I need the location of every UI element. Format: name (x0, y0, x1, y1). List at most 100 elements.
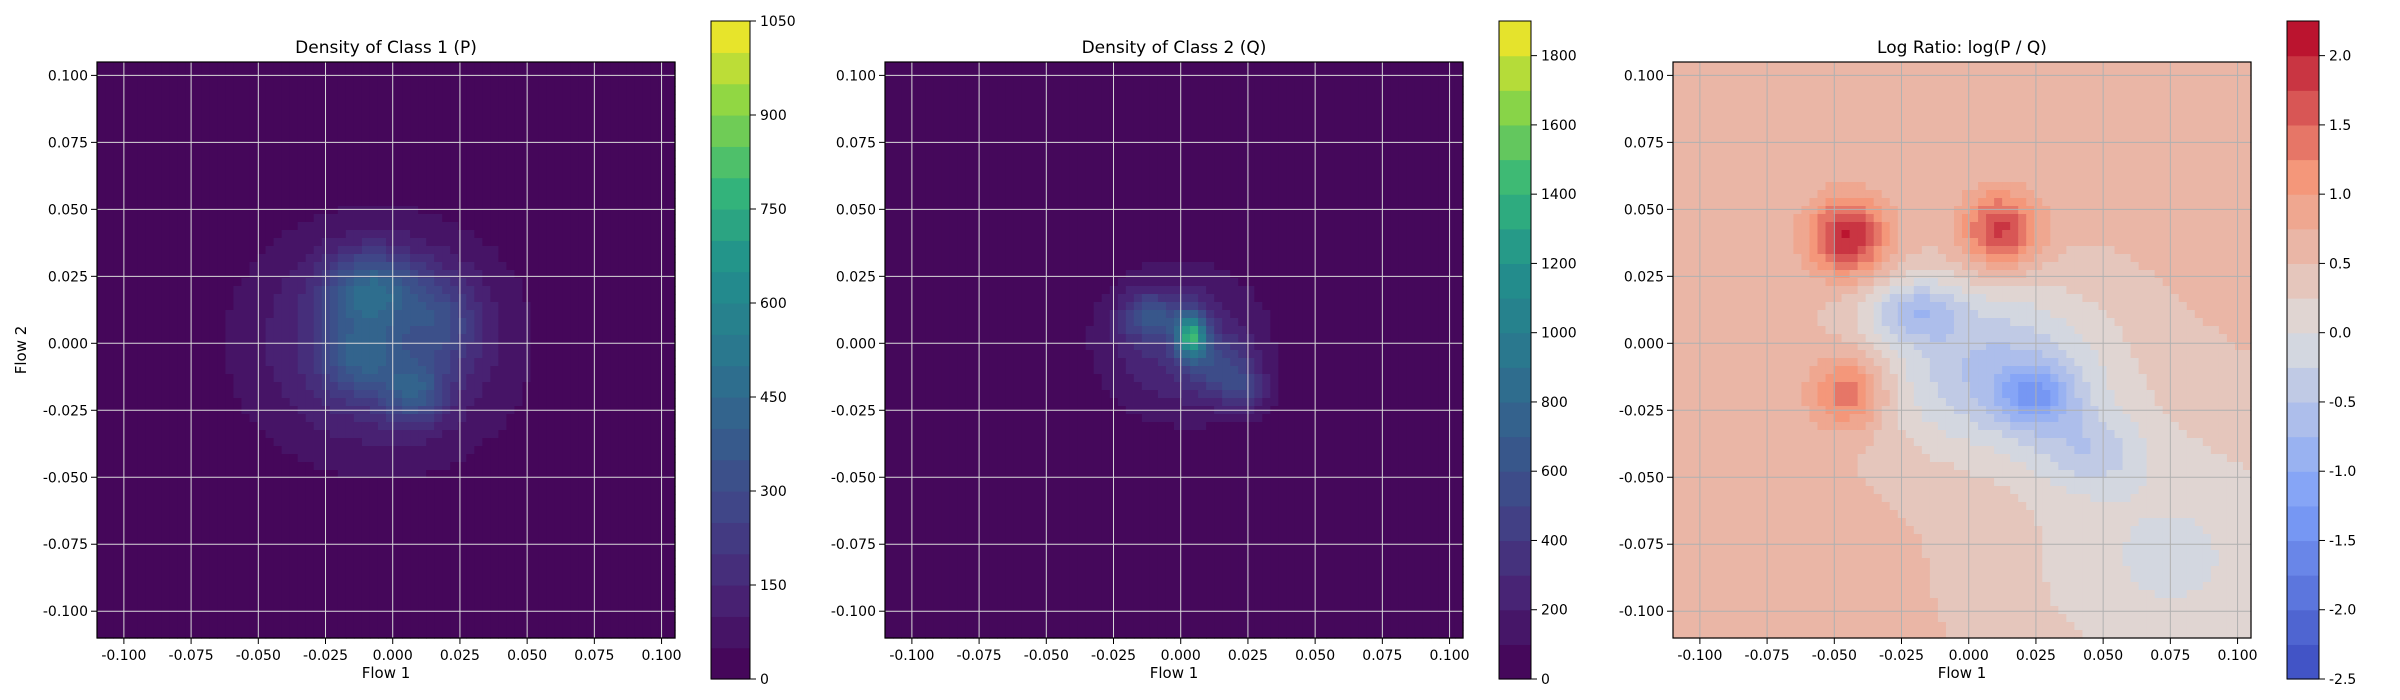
heatmap-cell (490, 182, 499, 191)
heatmap-cell (121, 222, 130, 231)
heatmap-cell (418, 62, 427, 71)
heatmap-cell (418, 246, 427, 255)
heatmap-cell (482, 606, 491, 615)
heatmap-cell (642, 350, 652, 359)
heatmap-cell (137, 566, 146, 575)
heatmap-cell (353, 382, 363, 391)
heatmap-cell (289, 358, 299, 367)
heatmap-cell (506, 246, 516, 255)
heatmap-cell (353, 502, 363, 511)
heatmap-cell (410, 358, 419, 367)
heatmap-cell (257, 110, 267, 119)
heatmap-cell (249, 494, 259, 503)
heatmap-cell (546, 294, 556, 303)
heatmap-cell (137, 558, 146, 567)
heatmap-cell (594, 214, 604, 223)
heatmap-cell (626, 414, 636, 423)
heatmap-cell (618, 350, 628, 359)
heatmap-cell (554, 382, 564, 391)
heatmap-cell (410, 190, 419, 199)
heatmap-cell (418, 270, 427, 279)
heatmap-cell (297, 374, 307, 383)
heatmap-cell (426, 254, 435, 263)
heatmap-cell (450, 310, 459, 319)
heatmap-cell (394, 78, 403, 87)
heatmap-cell (353, 286, 363, 295)
heatmap-cell (426, 278, 435, 287)
heatmap-cell (514, 78, 524, 87)
heatmap-cell (233, 614, 243, 623)
heatmap-cell (321, 542, 331, 551)
heatmap-cell (201, 478, 210, 487)
heatmap-cell (105, 462, 114, 471)
heatmap-cell (129, 118, 138, 127)
heatmap-cell (386, 606, 395, 615)
heatmap-cell (353, 550, 363, 559)
heatmap-cell (137, 590, 146, 599)
heatmap-cell (297, 358, 307, 367)
heatmap-cell (305, 294, 315, 303)
heatmap-cell (233, 350, 243, 359)
heatmap-cell (313, 310, 323, 319)
heatmap-cell (145, 150, 154, 159)
heatmap-cell (369, 414, 379, 423)
heatmap-cell (337, 510, 347, 519)
heatmap-cell (137, 318, 146, 327)
heatmap-cell (602, 534, 612, 543)
heatmap-cell (666, 118, 676, 127)
heatmap-cell (386, 182, 395, 191)
heatmap-cell (506, 534, 516, 543)
heatmap-cell (353, 158, 363, 167)
heatmap-cell (610, 518, 620, 527)
heatmap-cell (241, 150, 251, 159)
heatmap-cell (394, 326, 403, 335)
heatmap-cell (610, 550, 620, 559)
heatmap-cell (610, 78, 620, 87)
heatmap-cell (610, 366, 620, 375)
heatmap-cell (410, 374, 419, 383)
heatmap-cell (458, 134, 467, 143)
heatmap-cell (193, 230, 202, 239)
heatmap-cell (578, 486, 588, 495)
heatmap-cell (289, 110, 299, 119)
heatmap-cell (594, 134, 604, 143)
heatmap-cell (217, 86, 227, 95)
heatmap-cell (386, 294, 395, 303)
heatmap-cell (177, 238, 186, 247)
heatmap-cell (289, 198, 299, 207)
heatmap-cell (482, 294, 491, 303)
heatmap-cell (249, 342, 259, 351)
heatmap-cell (586, 278, 596, 287)
heatmap-cell (426, 598, 435, 607)
heatmap-cell (490, 310, 499, 319)
heatmap-cell (418, 366, 427, 375)
heatmap-cell (554, 446, 564, 455)
heatmap-cell (458, 342, 467, 351)
heatmap-cell (562, 302, 572, 311)
heatmap-cell (193, 78, 202, 87)
heatmap-cell (249, 254, 259, 263)
heatmap-cell (570, 606, 580, 615)
heatmap-cell (201, 566, 210, 575)
heatmap-cell (361, 350, 371, 359)
heatmap-cell (137, 494, 146, 503)
heatmap-cell (249, 86, 259, 95)
heatmap-cell (321, 510, 331, 519)
heatmap-cell (193, 310, 202, 319)
heatmap-cell (281, 390, 291, 399)
heatmap-cell (249, 238, 259, 247)
heatmap-cell (265, 542, 275, 551)
heatmap-cell (121, 254, 130, 263)
heatmap-cell (602, 270, 612, 279)
heatmap-cell (506, 230, 516, 239)
heatmap-cell (394, 86, 403, 95)
heatmap-cell (297, 174, 307, 183)
heatmap-cell (97, 286, 106, 295)
heatmap-cell (145, 430, 154, 439)
heatmap-cell (562, 550, 572, 559)
heatmap-cell (474, 446, 483, 455)
heatmap-cell (361, 574, 371, 583)
heatmap-cell (113, 470, 122, 479)
heatmap-cell (386, 518, 395, 527)
heatmap-cell (410, 94, 419, 103)
